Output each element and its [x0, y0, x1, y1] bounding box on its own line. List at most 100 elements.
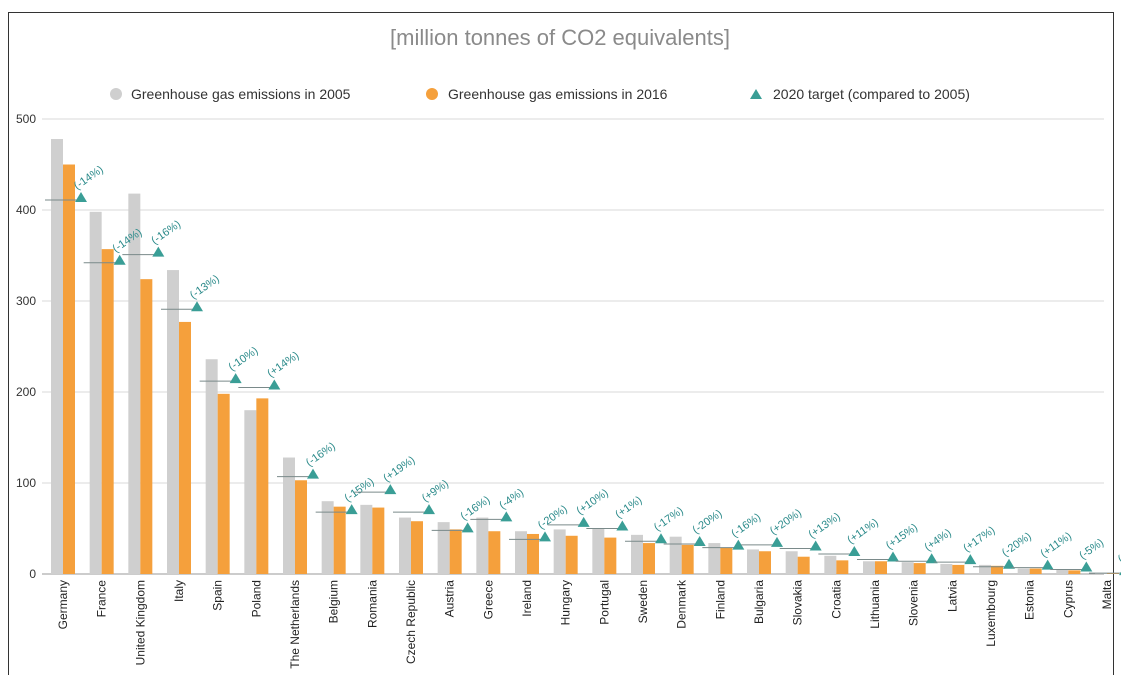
bar-2016	[952, 564, 965, 574]
bar-2016	[63, 164, 75, 574]
bar-2005	[437, 522, 450, 574]
target-pct-label: (-20%)	[1000, 530, 1034, 559]
target-marker	[1080, 561, 1093, 572]
bar-2016	[333, 506, 346, 574]
x-axis-labels: Germany France United Kingdom Italy Spain Pol…	[56, 579, 1114, 669]
category-label: Denmark	[675, 579, 689, 629]
bar-2005	[399, 517, 411, 574]
bar-2005	[1056, 569, 1069, 574]
category-label: Poland	[249, 580, 263, 617]
category-label: Lithuania	[868, 580, 882, 629]
bar-2016	[256, 398, 269, 574]
category-label: France	[95, 580, 109, 618]
target-pct-label: (+1%)	[613, 494, 644, 521]
bar-2016	[140, 279, 153, 574]
bar-2016	[991, 565, 1003, 574]
bar-2005	[553, 529, 566, 574]
target-marker	[384, 484, 397, 495]
bar-2005	[1017, 568, 1030, 574]
bar-2016	[720, 547, 733, 574]
category-label: Slovenia	[907, 580, 921, 626]
target-marker	[616, 520, 629, 531]
bar-2005	[476, 517, 489, 574]
target-pct-label: (+17%)	[961, 524, 997, 554]
bar-2016	[643, 543, 655, 574]
bar-2005	[901, 562, 914, 574]
target-pct-label: (+4%)	[923, 527, 954, 554]
target-marker	[113, 254, 126, 265]
bar-2016	[411, 521, 423, 574]
target-pct-label: (+5%)	[1116, 539, 1121, 566]
bar-2005	[51, 139, 63, 574]
target-marker	[809, 540, 822, 551]
target-marker	[1003, 558, 1015, 569]
target-pct-label: (-20%)	[536, 503, 570, 532]
bar-2005	[669, 536, 682, 574]
category-label: Latvia	[945, 580, 959, 612]
y-tick-label: 200	[16, 385, 36, 399]
target-pct-label: (-16%)	[149, 218, 183, 247]
bar-2016	[875, 561, 887, 574]
category-label: Spain	[211, 580, 225, 611]
category-label: Portugal	[597, 580, 611, 625]
y-axis-ticks: 0 100 200 300 400 500	[16, 112, 36, 581]
target-marker	[423, 504, 435, 515]
bar-2016	[449, 529, 462, 574]
bar-2016	[179, 321, 191, 574]
target-marker	[848, 545, 861, 556]
gridlines	[42, 118, 1104, 575]
bar-2016	[759, 551, 771, 574]
category-label: Slovakia	[791, 580, 805, 626]
bar-2016	[372, 507, 385, 574]
category-label: The Netherlands	[288, 580, 302, 669]
target-marker	[887, 551, 899, 562]
bar-2005	[205, 359, 218, 574]
bar-2016	[681, 544, 694, 574]
legend-swatch-target	[750, 89, 762, 99]
target-pct-label: (-14%)	[72, 164, 106, 193]
legend-label-target: 2020 target (compared to 2005)	[773, 86, 970, 102]
target-pct-label: (-17%)	[652, 505, 686, 534]
bar-2005	[283, 457, 295, 574]
bar-2016	[1029, 568, 1042, 574]
y-tick-label: 0	[29, 567, 36, 581]
target-pct-label: (-16%)	[304, 440, 338, 469]
bar-2005	[785, 551, 798, 574]
target-marker	[1041, 559, 1054, 570]
bars	[51, 139, 1119, 574]
bar-2005	[360, 504, 373, 574]
bar-2016	[101, 249, 114, 574]
target-pct-label: (+10%)	[575, 487, 611, 517]
y-tick-label: 100	[16, 476, 36, 490]
target-pct-label: (-16%)	[729, 511, 763, 540]
bar-2016	[295, 480, 307, 574]
bar-2005	[631, 534, 643, 574]
target-marker	[152, 246, 165, 257]
category-label: Belgium	[327, 580, 341, 623]
bar-2005	[244, 410, 257, 574]
target-marker	[268, 379, 281, 390]
target-pct-label: (+15%)	[884, 522, 920, 552]
y-tick-label: 400	[16, 203, 36, 217]
bar-2016	[565, 535, 578, 574]
target-pct-label: (+20%)	[768, 507, 804, 537]
legend-swatch-2005	[110, 88, 122, 100]
target-marker	[771, 536, 783, 547]
category-label: United Kingdom	[133, 580, 147, 665]
target-pct-label: (+13%)	[807, 511, 843, 541]
category-label: Estonia	[1023, 580, 1037, 620]
target-marker	[539, 531, 551, 542]
category-label: Hungary	[559, 580, 573, 625]
bar-2005	[592, 528, 605, 574]
bar-2016	[488, 531, 501, 574]
bar-2016	[1068, 570, 1081, 574]
category-label: Finland	[713, 580, 727, 619]
category-label: Croatia	[829, 580, 843, 619]
category-label: Austria	[443, 580, 457, 618]
category-label: Germany	[56, 580, 70, 629]
bar-2005	[89, 211, 102, 574]
bar-2005	[321, 501, 334, 574]
target-marker	[307, 468, 319, 479]
target-marker	[577, 516, 590, 527]
